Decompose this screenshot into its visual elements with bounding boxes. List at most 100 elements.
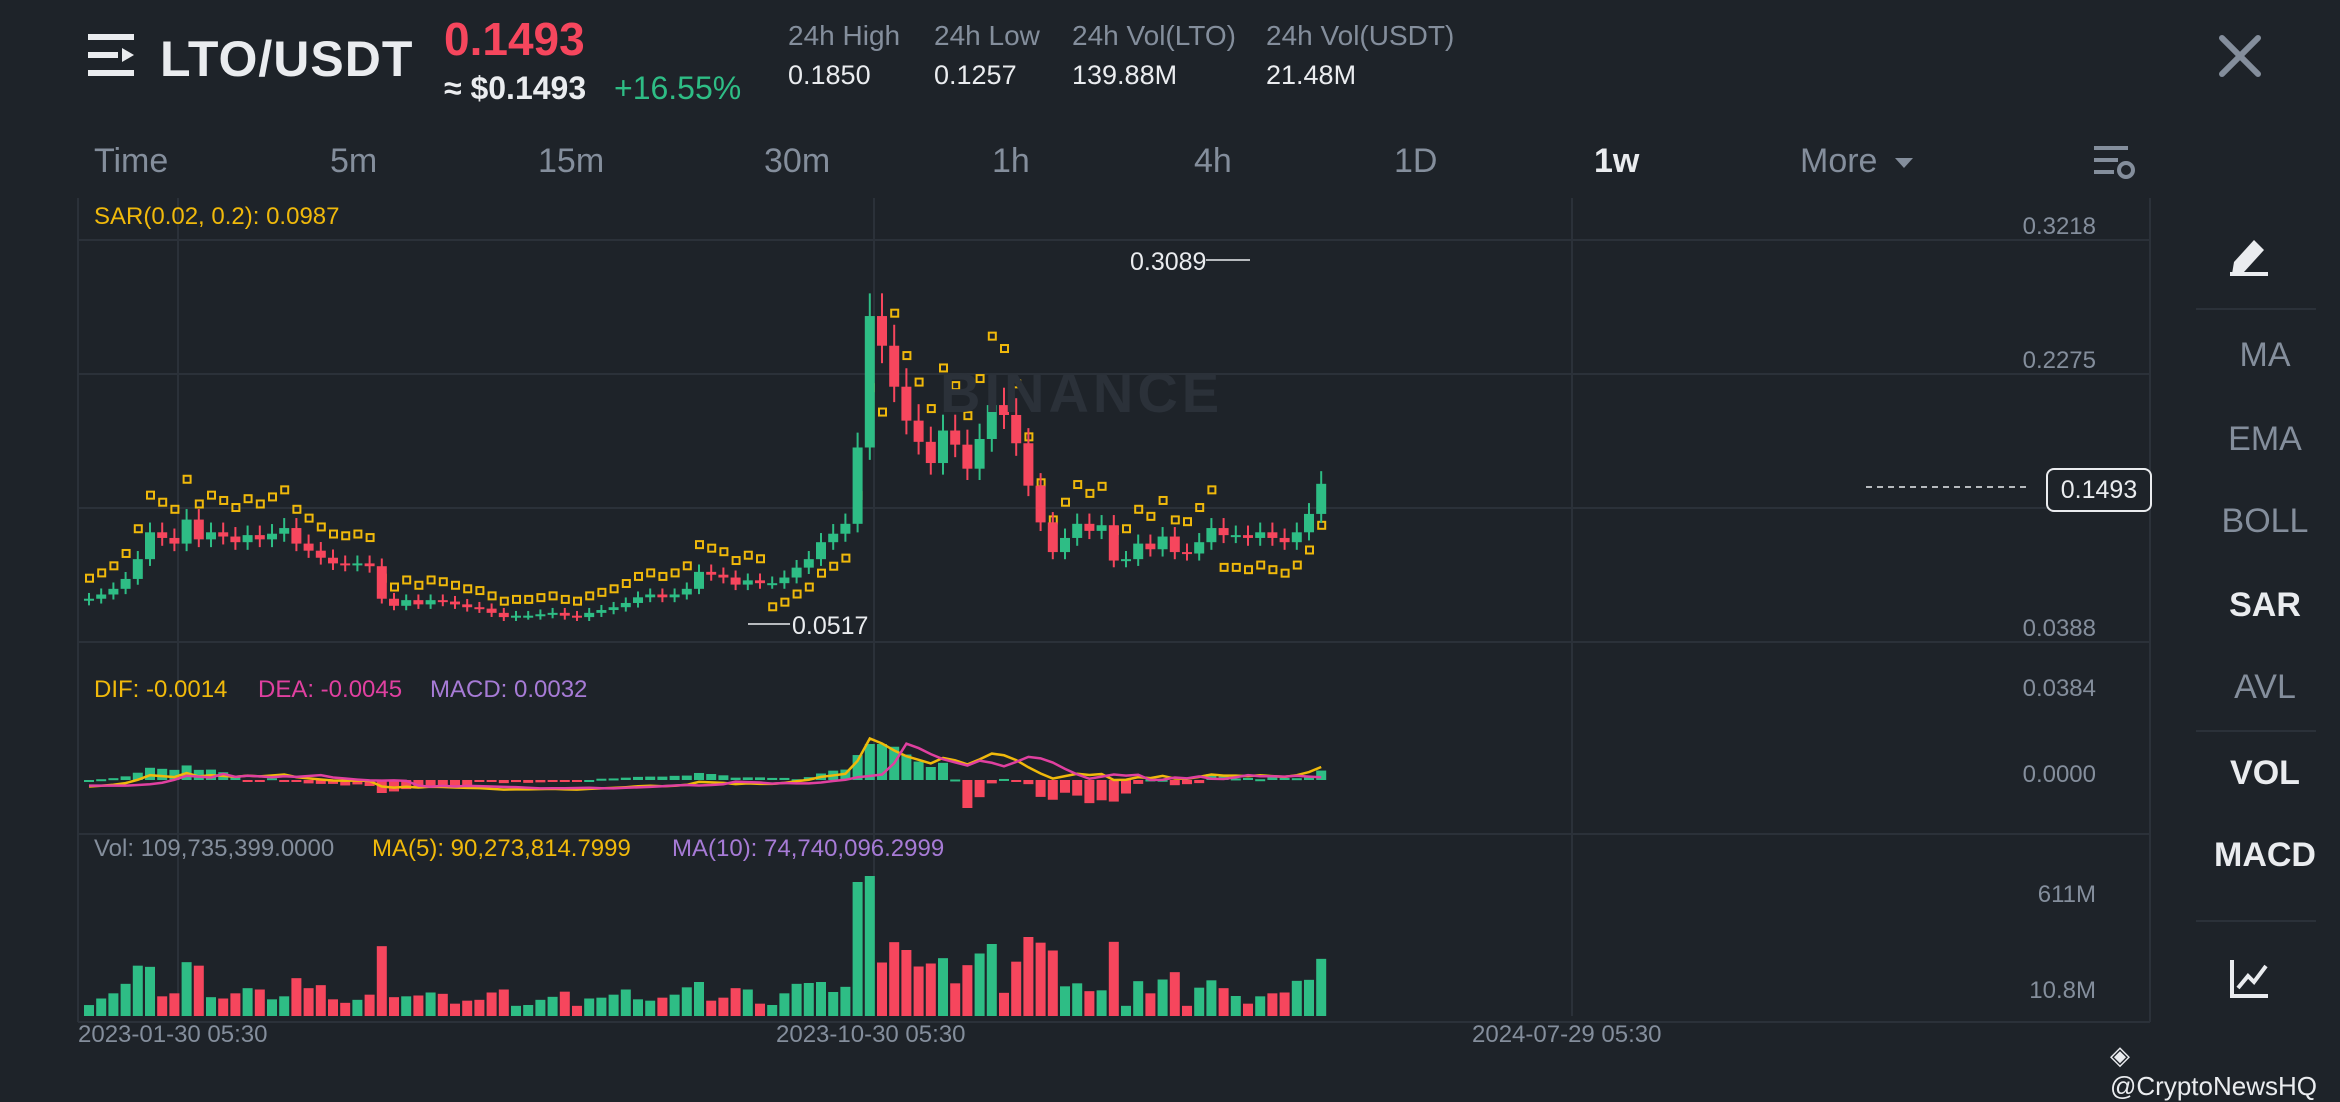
tab-4h[interactable]: 4h	[1194, 142, 1232, 180]
close-icon[interactable]	[2212, 28, 2268, 84]
macd-bar	[925, 767, 936, 780]
macd-bar	[279, 780, 290, 782]
candle-body	[633, 597, 643, 603]
volume-bar	[755, 1003, 765, 1016]
draw-tool-icon[interactable]	[2226, 232, 2274, 278]
sar-dot	[731, 556, 741, 566]
menu-icon[interactable]	[88, 32, 140, 78]
candle-body	[901, 386, 912, 421]
indicator-avl[interactable]: AVL	[2234, 668, 2296, 706]
kline-chart[interactable]: SAR(0.02, 0.2): 0.0987 DIF: -0.0014 DEA:…	[0, 190, 2160, 1050]
volume-bar	[315, 985, 326, 1016]
candle-body	[755, 580, 765, 584]
tab-1d[interactable]: 1D	[1394, 142, 1438, 180]
candle-body	[1145, 543, 1156, 550]
sar-dot	[804, 582, 814, 592]
candle-body	[450, 601, 460, 605]
candle-body	[169, 537, 180, 544]
chart-settings-icon[interactable]	[2092, 142, 2136, 182]
indicator-ma[interactable]: MA	[2239, 336, 2291, 374]
candle-body	[1060, 537, 1070, 553]
volume-bar	[803, 983, 814, 1016]
tab-1h[interactable]: 1h	[992, 142, 1030, 180]
volume-bar	[950, 983, 961, 1016]
volume-bar	[681, 987, 692, 1016]
volume-bar	[816, 982, 826, 1016]
trading-pair-title[interactable]: LTO/USDT	[160, 31, 414, 87]
volume-bar	[1047, 950, 1058, 1016]
candle-body	[1267, 532, 1278, 538]
sar-dot	[780, 597, 790, 607]
volume-bar	[999, 992, 1009, 1016]
macd-bar	[718, 775, 729, 780]
candle-body	[779, 577, 790, 584]
tab-more[interactable]: More	[1800, 142, 1915, 181]
price-axis-label: 0.2275	[2023, 347, 2096, 374]
sar-dot	[573, 596, 582, 606]
macd-bar	[706, 774, 717, 780]
candle-body	[1047, 522, 1058, 553]
candle-body	[352, 563, 363, 566]
sar-dot	[682, 561, 692, 571]
toolbar-divider	[2196, 920, 2316, 922]
sar-dot	[524, 594, 534, 604]
macd-bar	[1121, 780, 1131, 794]
volume-bar	[669, 994, 680, 1016]
sar-dot	[975, 374, 985, 384]
candle-body	[1035, 485, 1046, 523]
volume-bar	[889, 942, 900, 1016]
candle-body	[608, 607, 619, 611]
candle-body	[925, 441, 936, 464]
tab-time[interactable]: Time	[94, 142, 169, 180]
macd-bar	[1060, 780, 1070, 793]
sar-legend: SAR(0.02, 0.2): 0.0987	[94, 203, 339, 230]
candle-body	[730, 577, 741, 585]
candle-body	[1072, 523, 1083, 538]
sar-dot	[1085, 488, 1095, 498]
macd-bar	[730, 777, 741, 780]
indicator-boll[interactable]: BOLL	[2221, 502, 2309, 540]
volume-bar	[437, 993, 448, 1016]
sar-dot	[280, 485, 290, 495]
macd-bar	[572, 780, 582, 782]
candle-body	[718, 574, 729, 578]
macd-bar	[901, 754, 912, 780]
tab-1w[interactable]: 1w	[1594, 142, 1640, 180]
macd-bar	[694, 772, 704, 780]
candle-body	[620, 602, 631, 608]
indicator-ema[interactable]: EMA	[2228, 420, 2302, 458]
indicator-vol[interactable]: VOL	[2230, 754, 2300, 792]
macd-bar	[1291, 778, 1302, 781]
volume-bar	[1145, 993, 1156, 1016]
stat-24h-vol-base-label: 24h Vol(LTO)	[1072, 20, 1236, 51]
candle-body	[242, 535, 253, 543]
volume-bar	[535, 999, 546, 1016]
sar-dot	[1073, 480, 1083, 490]
candle-body	[1023, 443, 1034, 486]
indicator-macd[interactable]: MACD	[2214, 836, 2316, 874]
volume-bar	[584, 998, 595, 1016]
dif-legend: DIF: -0.0014	[94, 676, 227, 703]
volume-bar	[230, 993, 241, 1016]
macd-bar	[1096, 780, 1107, 801]
stat-24h-vol-quote-label: 24h Vol(USDT)	[1266, 20, 1455, 51]
volume-bar	[1084, 991, 1095, 1016]
volume-bar	[511, 1005, 521, 1016]
tab-5m[interactable]: 5m	[330, 142, 378, 180]
macd-bar	[1072, 780, 1083, 796]
sar-dot	[585, 591, 595, 601]
macd-bar	[962, 780, 973, 808]
indicator-chart-icon[interactable]	[2228, 956, 2272, 1000]
indicator-sar[interactable]: SAR	[2229, 586, 2301, 624]
sar-dot	[194, 499, 204, 509]
candle-body	[913, 420, 924, 442]
sar-dot	[243, 494, 253, 504]
tab-30m[interactable]: 30m	[764, 142, 831, 180]
sar-dot	[829, 561, 839, 571]
sar-dot	[451, 580, 460, 590]
macd-bar	[462, 780, 473, 788]
tab-15m[interactable]: 15m	[538, 142, 605, 180]
volume-bar	[608, 994, 619, 1016]
macd-bar	[986, 780, 997, 784]
macd-bar	[291, 780, 302, 782]
